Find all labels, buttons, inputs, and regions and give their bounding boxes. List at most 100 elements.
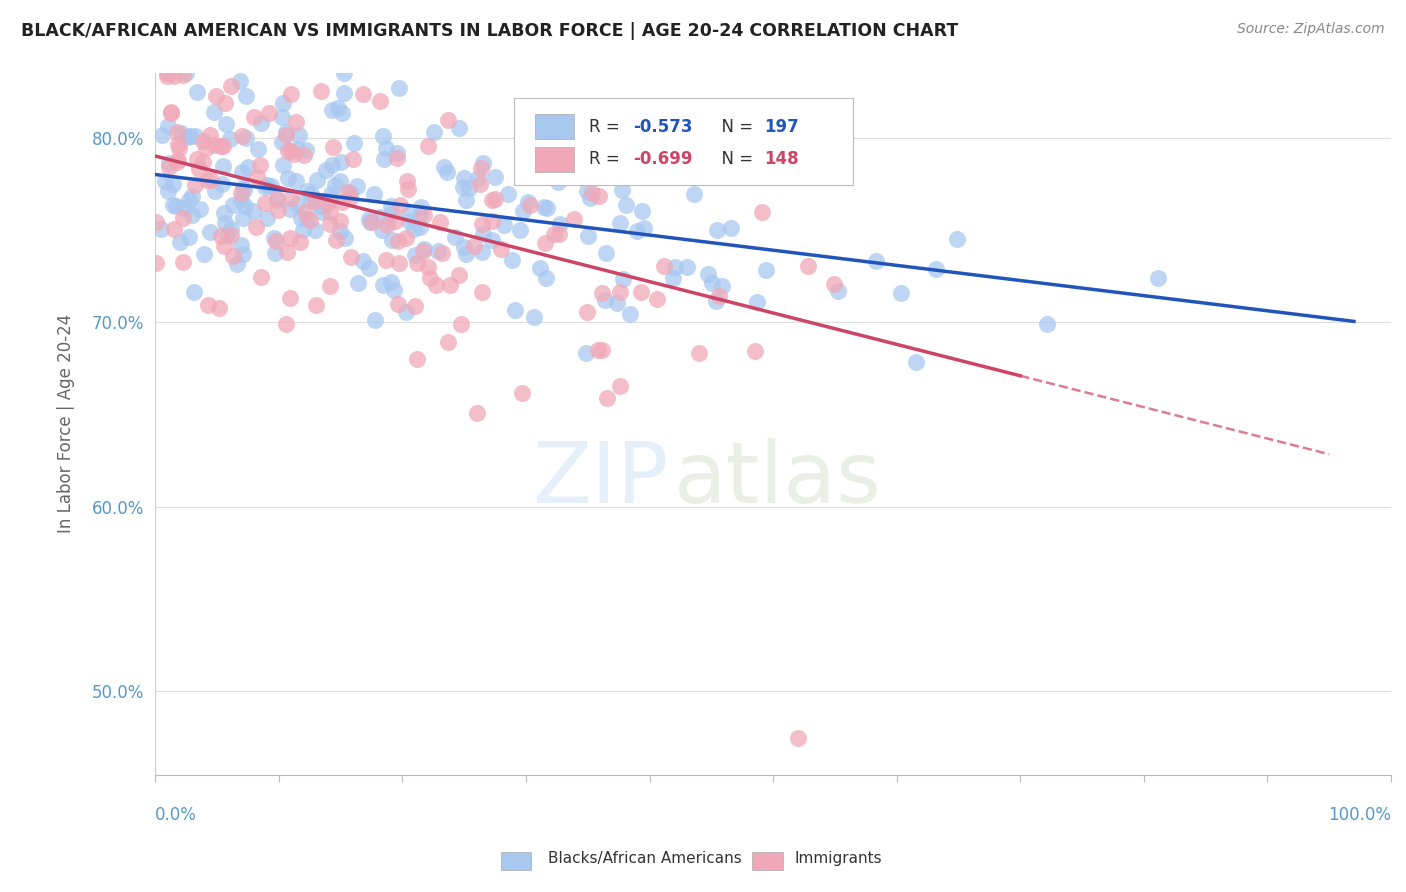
Point	[166, 154, 188, 169]
Point	[662, 271, 685, 285]
Point	[295, 143, 318, 157]
Point	[444, 230, 467, 244]
Point	[472, 227, 495, 241]
Point	[396, 174, 419, 188]
Point	[179, 194, 201, 208]
Point	[288, 128, 311, 143]
Point	[235, 199, 257, 213]
Point	[683, 186, 706, 201]
Point	[346, 179, 368, 194]
Point	[591, 286, 613, 301]
Point	[173, 201, 195, 215]
Point	[588, 104, 610, 119]
Text: atlas: atlas	[675, 438, 883, 522]
Point	[292, 148, 315, 162]
Point	[408, 220, 430, 235]
Point	[437, 335, 460, 350]
Point	[416, 260, 439, 275]
Point	[720, 221, 742, 235]
Point	[579, 191, 602, 205]
Point	[209, 228, 232, 243]
Point	[381, 233, 404, 247]
Point	[388, 81, 411, 95]
Point	[596, 391, 619, 405]
Point	[827, 284, 849, 298]
Point	[219, 79, 242, 94]
Point	[471, 217, 494, 231]
Point	[458, 181, 481, 195]
Point	[375, 252, 398, 267]
Point	[395, 231, 418, 245]
Point	[157, 156, 180, 170]
Text: R =: R =	[589, 150, 626, 168]
Point	[156, 69, 179, 83]
Point	[364, 312, 387, 326]
Point	[256, 211, 278, 225]
Point	[321, 187, 343, 202]
Point	[380, 276, 402, 290]
Point	[332, 86, 354, 100]
Point	[744, 343, 766, 358]
Point	[612, 183, 634, 197]
Point	[257, 106, 280, 120]
Point	[470, 161, 492, 176]
Point	[256, 178, 278, 193]
Point	[278, 291, 301, 305]
Point	[517, 137, 540, 152]
Point	[562, 136, 585, 151]
Point	[484, 170, 506, 185]
Point	[271, 110, 294, 124]
Point	[290, 235, 312, 249]
Point	[581, 186, 603, 201]
Point	[264, 246, 287, 260]
Point	[380, 199, 402, 213]
Point	[395, 305, 418, 319]
Point	[172, 255, 194, 269]
Point	[387, 234, 409, 248]
Point	[283, 147, 305, 161]
Point	[291, 223, 314, 237]
Point	[335, 231, 357, 245]
Point	[249, 158, 271, 172]
Point	[150, 128, 173, 143]
Point	[468, 178, 491, 192]
Point	[162, 69, 184, 83]
Point	[186, 153, 208, 167]
FancyBboxPatch shape	[534, 146, 574, 172]
Point	[183, 178, 205, 192]
Point	[890, 286, 912, 301]
Point	[471, 285, 494, 299]
Point	[188, 202, 211, 217]
Point	[219, 222, 242, 236]
Point	[676, 260, 699, 274]
Point	[536, 271, 558, 285]
Point	[214, 117, 236, 131]
Point	[547, 175, 569, 189]
Point	[645, 292, 668, 306]
Point	[232, 246, 254, 260]
Point	[231, 129, 253, 144]
Point	[484, 192, 506, 206]
Point	[153, 174, 176, 188]
Point	[321, 159, 343, 173]
Point	[522, 121, 544, 136]
Point	[465, 406, 488, 420]
Text: 0.0%: 0.0%	[155, 806, 197, 824]
Point	[274, 317, 297, 331]
Point	[271, 96, 294, 111]
Point	[166, 125, 188, 139]
Point	[340, 250, 363, 264]
Point	[612, 272, 634, 286]
Point	[517, 195, 540, 210]
Point	[170, 126, 193, 140]
Point	[633, 221, 655, 235]
Point	[387, 297, 409, 311]
Point	[406, 256, 429, 270]
Point	[191, 154, 214, 169]
Point	[211, 160, 233, 174]
Point	[319, 278, 342, 293]
Text: N =: N =	[711, 118, 759, 136]
Text: N =: N =	[711, 150, 759, 168]
Point	[337, 185, 360, 199]
Point	[429, 215, 451, 229]
